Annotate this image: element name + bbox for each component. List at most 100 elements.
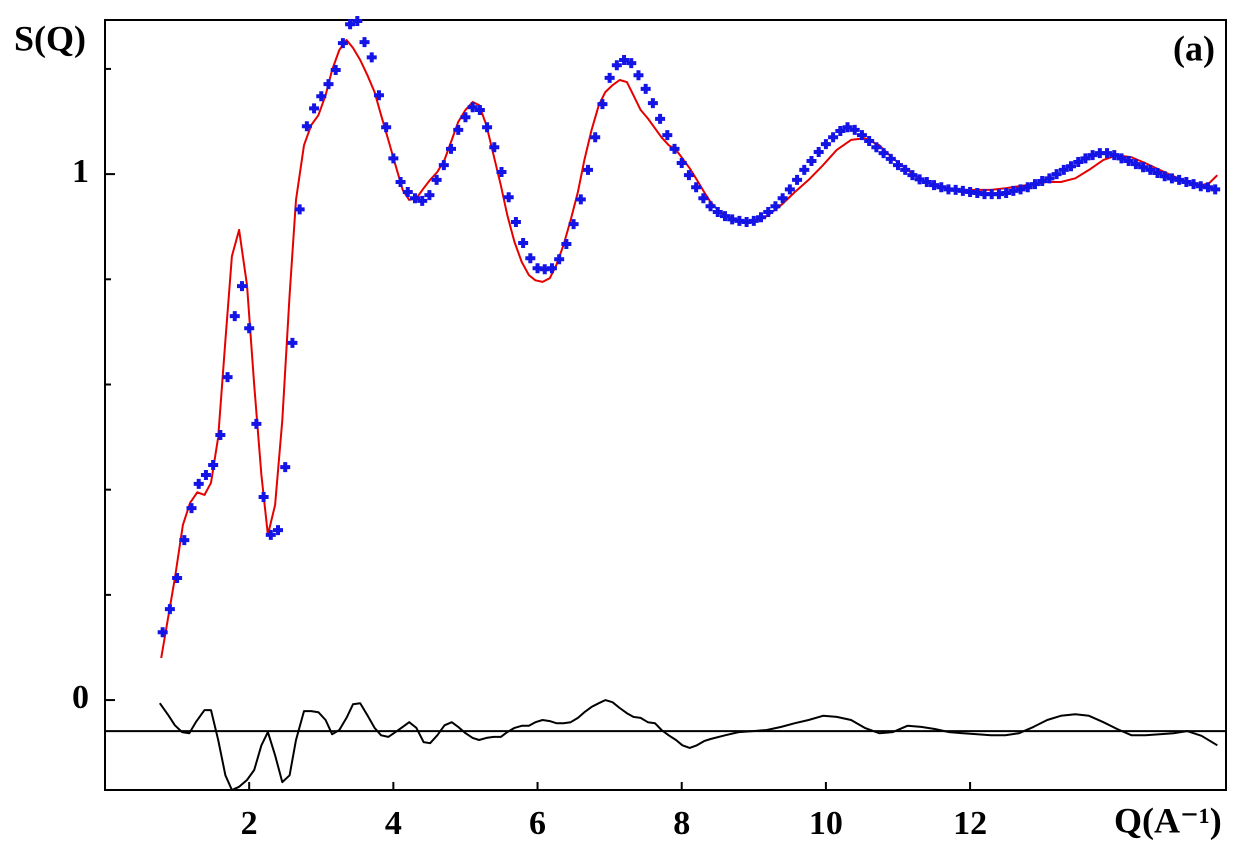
data-point	[366, 52, 377, 63]
data-point	[1123, 155, 1134, 166]
data-point	[244, 323, 255, 334]
data-point	[467, 102, 478, 113]
data-point	[1188, 179, 1199, 190]
data-point	[590, 132, 601, 143]
panel-label: (a)	[1173, 28, 1215, 68]
data-point	[193, 478, 204, 489]
data-point	[179, 535, 190, 546]
data-point	[229, 311, 240, 322]
data-line	[158, 699, 1218, 791]
data-point	[619, 54, 630, 65]
data-point	[655, 113, 666, 124]
data-point	[871, 142, 882, 153]
data-point	[1022, 182, 1033, 193]
data-point	[431, 174, 442, 185]
data-point	[330, 64, 341, 75]
data-point	[770, 201, 781, 212]
data-point	[756, 212, 767, 223]
data-point	[1138, 162, 1149, 173]
data-point	[294, 204, 305, 215]
y-tick-label: 1	[72, 153, 89, 190]
data-point	[705, 201, 716, 212]
data-point	[373, 90, 384, 101]
data-point	[828, 132, 839, 143]
data-point	[200, 469, 211, 480]
data-point	[561, 239, 572, 250]
data-point	[359, 37, 370, 48]
data-point	[546, 263, 557, 274]
data-point	[273, 525, 284, 536]
data-point	[676, 158, 687, 169]
data-point	[157, 627, 168, 638]
data-point	[633, 70, 644, 81]
data-point	[460, 112, 471, 123]
data-point	[806, 155, 817, 166]
data-point	[186, 503, 197, 514]
data-point	[936, 182, 947, 193]
x-tick-label: 12	[953, 805, 987, 842]
data-point	[1109, 150, 1120, 161]
data-point	[856, 130, 867, 141]
plot-frame	[104, 19, 1227, 791]
data-point	[1152, 168, 1163, 179]
x-tick-label: 6	[529, 805, 546, 842]
data-point	[345, 19, 356, 30]
data-point	[236, 281, 247, 292]
data-point	[446, 143, 457, 154]
data-point	[215, 429, 226, 440]
data-point	[503, 192, 514, 203]
x-axis-label: Q(A⁻¹)	[1114, 800, 1222, 840]
data-point	[921, 176, 932, 187]
data-point	[1058, 164, 1069, 175]
data-point	[496, 167, 507, 178]
data-point	[763, 206, 774, 217]
y-tick-label: 0	[72, 679, 89, 716]
data-point	[878, 148, 889, 159]
data-point	[712, 206, 723, 217]
data-point	[424, 190, 435, 201]
data-point	[554, 254, 565, 265]
x-tick-label: 2	[241, 805, 258, 842]
data-point	[914, 174, 925, 185]
data-point	[669, 143, 680, 154]
x-tick-label: 4	[385, 805, 402, 842]
data-point	[258, 492, 269, 503]
data-point	[518, 238, 529, 249]
data-point	[583, 164, 594, 175]
data-point	[777, 193, 788, 204]
data-point	[337, 38, 348, 49]
data-point	[395, 176, 406, 187]
data-point	[265, 529, 276, 540]
data-point	[208, 459, 219, 470]
data-point	[820, 139, 831, 150]
data-point	[164, 604, 175, 615]
data-point	[792, 174, 803, 185]
data-point	[892, 160, 903, 171]
data-point	[647, 98, 658, 109]
data-point	[597, 99, 608, 110]
data-point	[381, 122, 392, 133]
data-point	[316, 91, 327, 102]
data-point	[287, 337, 298, 348]
x-tick-label: 8	[673, 805, 690, 842]
x-tick-label: 10	[809, 805, 843, 842]
data-point	[1130, 159, 1141, 170]
data-point	[900, 164, 911, 175]
data-point	[698, 193, 709, 204]
data-point	[568, 219, 579, 230]
data-point	[1066, 161, 1077, 172]
data-point	[1181, 176, 1192, 187]
data-point	[251, 418, 262, 429]
data-point	[907, 170, 918, 181]
data-point	[842, 122, 853, 133]
data-point	[417, 195, 428, 206]
data-point	[1073, 157, 1084, 168]
data-point	[835, 125, 846, 136]
data-point	[172, 573, 183, 584]
data-point	[929, 180, 940, 191]
data-line	[160, 39, 1219, 659]
data-point	[474, 104, 485, 115]
data-point	[611, 60, 622, 71]
data-point	[301, 121, 312, 132]
data-point	[323, 79, 334, 90]
